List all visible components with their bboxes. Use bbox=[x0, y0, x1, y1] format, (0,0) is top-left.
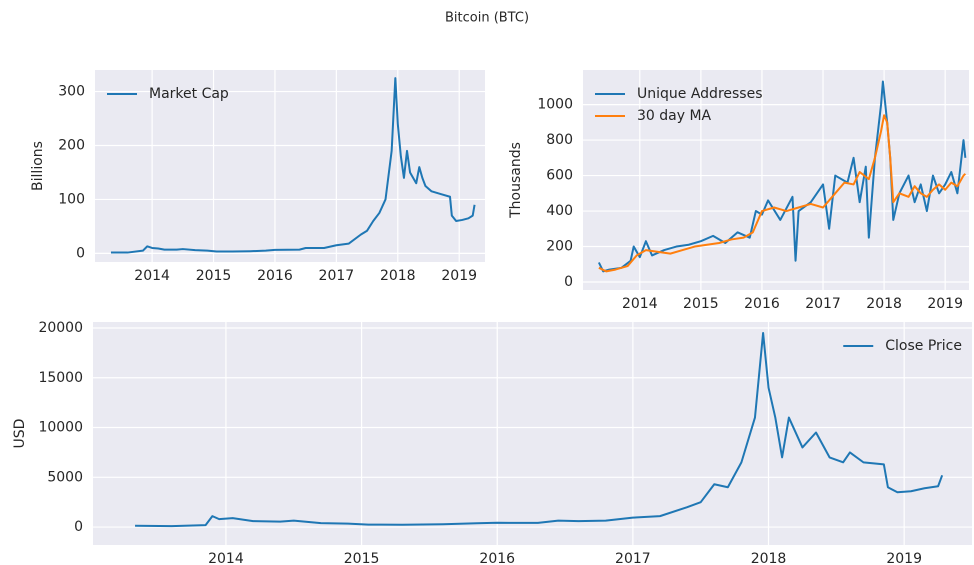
legend: Close Price bbox=[843, 338, 962, 354]
y-axis-label: Billions bbox=[30, 141, 46, 191]
legend-label: Unique Addresses bbox=[637, 86, 763, 102]
legend-label: Close Price bbox=[885, 338, 962, 354]
y-tick-label: 20000 bbox=[38, 320, 83, 336]
x-tick-label: 2019 bbox=[886, 551, 922, 565]
x-tick-label: 2018 bbox=[866, 296, 902, 312]
plot-background bbox=[93, 322, 972, 545]
x-tick-label: 2017 bbox=[805, 296, 841, 312]
plot-background bbox=[583, 70, 969, 290]
legend-label: 30 day MA bbox=[637, 108, 712, 124]
y-tick-label: 15000 bbox=[38, 370, 83, 386]
x-tick-label: 2019 bbox=[441, 268, 477, 284]
legend: Market Cap bbox=[107, 86, 229, 102]
y-axis-label: Thousands bbox=[508, 142, 524, 219]
x-tick-label: 2014 bbox=[208, 551, 244, 565]
y-tick-label: 10000 bbox=[38, 420, 83, 436]
x-tick-label: 2018 bbox=[751, 551, 787, 565]
legend-label: Market Cap bbox=[149, 86, 229, 102]
data-line bbox=[110, 77, 476, 254]
x-tick-label: 2015 bbox=[683, 296, 719, 312]
x-tick-label: 2017 bbox=[319, 268, 355, 284]
x-tick-label: 2015 bbox=[344, 551, 380, 565]
data-line bbox=[135, 331, 944, 528]
x-tick-label: 2014 bbox=[134, 268, 170, 284]
x-tick-label: 2019 bbox=[927, 296, 963, 312]
x-tick-label: 2014 bbox=[622, 296, 658, 312]
y-tick-label: 1000 bbox=[537, 97, 573, 113]
y-tick-label: 0 bbox=[76, 245, 85, 261]
y-tick-label: 200 bbox=[546, 239, 573, 255]
x-tick-label: 2016 bbox=[257, 268, 293, 284]
x-tick-label: 2015 bbox=[196, 268, 232, 284]
plot-background bbox=[95, 70, 485, 262]
data-line bbox=[598, 114, 967, 273]
y-tick-label: 600 bbox=[546, 168, 573, 184]
y-axis-label: USD bbox=[12, 419, 28, 449]
y-tick-label: 0 bbox=[74, 519, 83, 535]
y-tick-label: 5000 bbox=[47, 469, 83, 485]
figure-title: Bitcoin (BTC) bbox=[445, 11, 529, 26]
legend: Unique Addresses 30 day MA bbox=[595, 86, 763, 124]
x-tick-label: 2017 bbox=[615, 551, 651, 565]
x-tick-label: 2016 bbox=[744, 296, 780, 312]
x-tick-label: 2016 bbox=[479, 551, 515, 565]
y-tick-label: 800 bbox=[546, 132, 573, 148]
y-tick-label: 100 bbox=[58, 191, 85, 207]
y-tick-label: 400 bbox=[546, 203, 573, 219]
y-tick-label: 0 bbox=[564, 274, 573, 290]
y-tick-label: 200 bbox=[58, 138, 85, 154]
x-tick-label: 2018 bbox=[380, 268, 416, 284]
y-tick-label: 300 bbox=[58, 84, 85, 100]
